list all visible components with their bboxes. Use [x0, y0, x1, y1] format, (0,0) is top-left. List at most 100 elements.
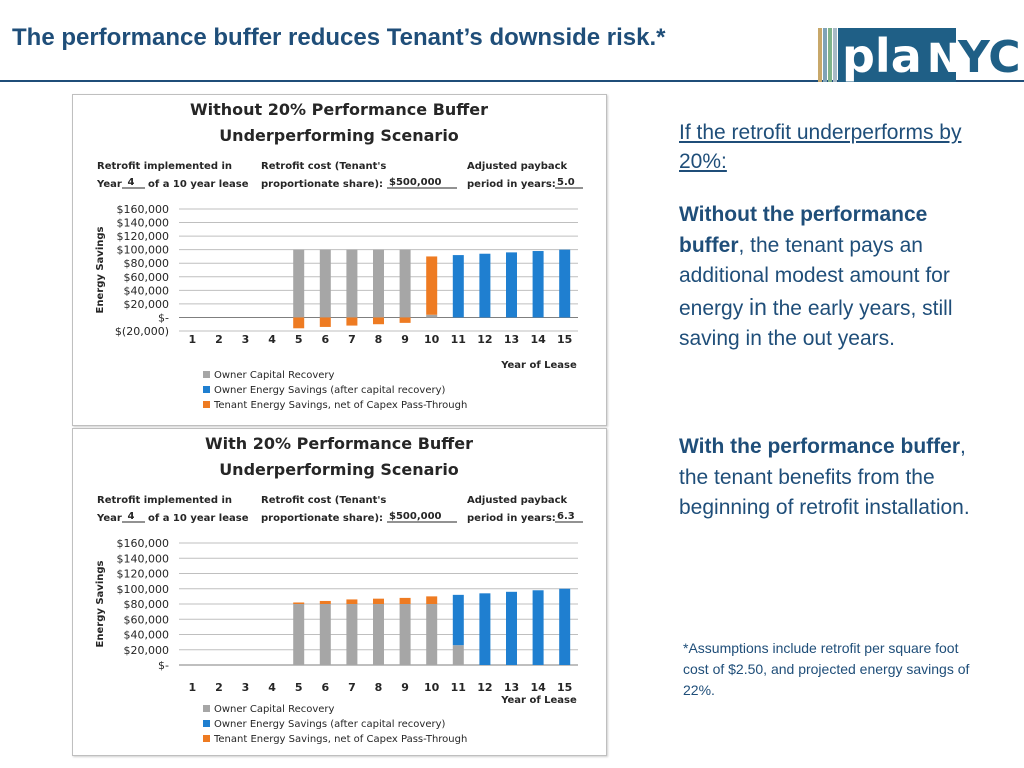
chart-title-line1: Without 20% Performance Buffer — [190, 100, 488, 119]
legend-label: Owner Capital Recovery — [214, 704, 335, 715]
y-tick-label: $- — [158, 659, 169, 672]
bar-segment — [532, 251, 544, 318]
y-tick-label: $80,000 — [124, 598, 170, 611]
info-year-label: Year — [96, 179, 122, 190]
y-tick-label: $60,000 — [124, 613, 170, 626]
x-tick-label: 5 — [295, 681, 303, 694]
y-tick-label: $100,000 — [117, 244, 170, 257]
without-buffer-heading: Without the performance buffer — [679, 203, 928, 257]
x-tick-label: 11 — [451, 333, 466, 346]
y-tick-label: $- — [158, 311, 169, 324]
y-tick-label: $40,000 — [124, 629, 170, 642]
x-tick-label: 1 — [188, 333, 196, 346]
x-tick-label: 4 — [268, 681, 276, 694]
chart-title-line2: Underperforming Scenario — [219, 460, 459, 479]
chart-with-buffer: With 20% Performance Buffer Underperformi… — [72, 428, 607, 756]
logo-stripe — [833, 28, 837, 82]
y-tick-label: $20,000 — [124, 644, 170, 657]
y-tick-label: $140,000 — [117, 552, 170, 565]
y-tick-label: $60,000 — [124, 271, 170, 284]
without-buffer-text: Without the performance buffer, the tena… — [679, 200, 979, 355]
x-tick-label: 3 — [242, 333, 250, 346]
bar-segment — [532, 590, 544, 665]
bar-segment — [293, 602, 305, 604]
chart-without-buffer-svg: Without 20% Performance Buffer Underperfo… — [95, 100, 583, 411]
legend-label: Owner Energy Savings (after capital reco… — [214, 719, 446, 730]
with-buffer-text: With the performance buffer, the tenant … — [679, 432, 979, 524]
plannyc-logo: pla N YC — [818, 28, 1024, 83]
x-axis-label: Year of Lease — [500, 360, 577, 371]
y-tick-label: $(20,000) — [115, 325, 169, 338]
y-tick-label: $160,000 — [117, 537, 170, 550]
info-payback-label: Adjusted payback — [467, 495, 568, 506]
info-year-label: Year — [96, 513, 122, 524]
legend-swatch — [203, 735, 210, 742]
x-tick-label: 10 — [424, 333, 440, 346]
bar-segment — [373, 249, 384, 318]
x-tick-label: 6 — [321, 681, 329, 694]
x-tick-label: 9 — [401, 333, 409, 346]
bar-segment — [559, 249, 571, 318]
bar-segment — [479, 593, 491, 665]
info-cost-value: $500,000 — [389, 511, 442, 522]
x-tick-label: 9 — [401, 681, 409, 694]
x-tick-label: 2 — [215, 681, 223, 694]
logo-stripe — [828, 28, 832, 82]
slide-title: The performance buffer reduces Tenant’s … — [12, 24, 666, 51]
info-implemented-label: Retrofit implemented in — [97, 161, 232, 172]
y-tick-label: $140,000 — [117, 217, 170, 230]
info-payback-value: 6.3 — [557, 511, 575, 522]
bar-segment — [293, 249, 305, 318]
logo-text-yc: YC — [957, 32, 1021, 82]
bar-segment — [452, 255, 464, 318]
bar-segment — [346, 317, 358, 326]
bar-segment — [319, 604, 331, 665]
legend-swatch — [203, 386, 210, 393]
x-tick-label: 14 — [530, 333, 546, 346]
x-tick-label: 10 — [424, 681, 440, 694]
bar-segment — [399, 604, 411, 665]
logo-stripe — [818, 28, 822, 82]
x-tick-label: 12 — [477, 333, 492, 346]
chart-with-buffer-svg: With 20% Performance Buffer Underperformi… — [95, 434, 583, 745]
legend-label: Tenant Energy Savings, net of Capex Pass… — [213, 400, 467, 411]
y-tick-label: $120,000 — [117, 230, 170, 243]
legend-swatch — [203, 705, 210, 712]
x-tick-label: 7 — [348, 681, 356, 694]
x-tick-label: 13 — [504, 681, 519, 694]
info-implemented-label: Retrofit implemented in — [97, 495, 232, 506]
x-tick-label: 15 — [557, 681, 572, 694]
x-tick-label: 8 — [375, 333, 383, 346]
info-year-value: 4 — [128, 177, 135, 188]
legend-swatch — [203, 720, 210, 727]
info-share-label: proportionate share): — [261, 513, 383, 524]
bar-segment — [479, 253, 491, 318]
plannyc-logo-graphic: pla N YC — [818, 28, 1021, 83]
info-lease-label: of a 10 year lease — [148, 513, 249, 524]
bar-segment — [319, 600, 331, 604]
y-tick-label: $80,000 — [124, 257, 170, 270]
info-cost-label: Retrofit cost (Tenant's — [261, 161, 386, 172]
info-year-value: 4 — [128, 511, 135, 522]
assumptions-footnote: *Assumptions include retrofit per square… — [683, 640, 970, 698]
x-tick-label: 11 — [451, 681, 466, 694]
info-period-label: period in years: — [467, 513, 556, 524]
with-buffer-heading: With the performance buffer — [679, 435, 960, 458]
y-tick-label: $120,000 — [117, 568, 170, 581]
y-axis-label: Energy Savings — [95, 226, 106, 313]
x-tick-label: 4 — [268, 333, 276, 346]
scenario-question: If the retrofit underperforms by 20%: — [679, 121, 962, 173]
legend-swatch — [203, 401, 210, 408]
x-tick-label: 8 — [375, 681, 383, 694]
y-tick-label: $100,000 — [117, 583, 170, 596]
bar-segment — [559, 588, 571, 665]
y-tick-label: $20,000 — [124, 298, 170, 311]
chart-title-line1: With 20% Performance Buffer — [205, 434, 473, 453]
bar-segment — [346, 599, 358, 604]
info-period-label: period in years: — [467, 179, 556, 190]
legend-label: Tenant Energy Savings, net of Capex Pass… — [213, 734, 467, 745]
bar-segment — [426, 314, 438, 318]
bar-segment — [426, 596, 438, 604]
y-tick-label: $40,000 — [124, 284, 170, 297]
x-tick-label: 13 — [504, 333, 519, 346]
